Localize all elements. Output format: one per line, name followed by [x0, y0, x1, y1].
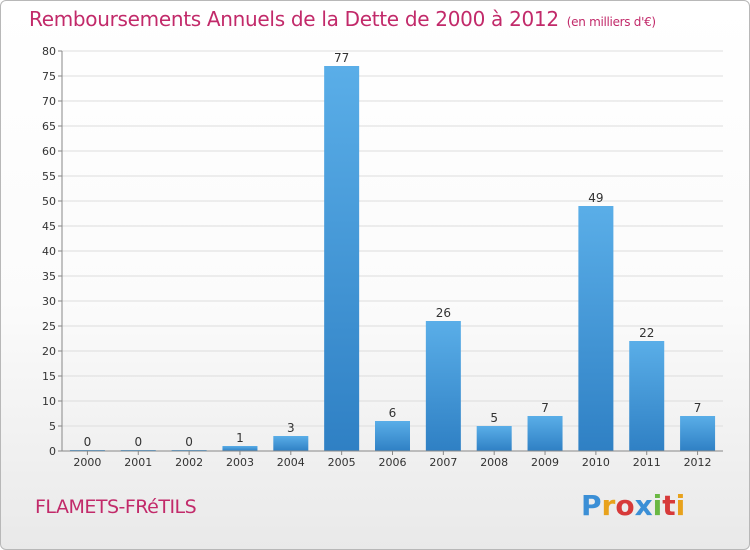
y-tick-label: 15: [42, 370, 56, 383]
proxiti-logo: Proxiti: [581, 489, 685, 522]
logo-letter: o: [615, 489, 635, 522]
bar: [222, 446, 258, 451]
data-label: 0: [134, 435, 142, 449]
bar: [375, 421, 410, 451]
y-tick-label: 35: [42, 270, 56, 283]
data-label: 49: [588, 191, 603, 205]
y-tick-label: 65: [42, 120, 56, 133]
bars: [69, 66, 716, 451]
title-unit: (en milliers d'€): [566, 15, 656, 29]
y-tick-label: 25: [42, 320, 56, 333]
data-label: 5: [490, 411, 498, 425]
grid-lines: [62, 50, 723, 427]
x-tick-label: 2003: [226, 456, 254, 469]
logo-letter: P: [581, 489, 602, 522]
y-tick-label: 5: [49, 420, 56, 433]
data-label: 7: [694, 401, 702, 415]
axes: [58, 50, 723, 455]
bar: [629, 341, 665, 451]
data-label: 7: [541, 401, 549, 415]
y-tick-label: 70: [42, 95, 56, 108]
logo-letter: t: [662, 489, 676, 522]
y-tick-label: 60: [42, 145, 56, 158]
data-label: 0: [84, 435, 92, 449]
y-tick-label: 55: [42, 170, 56, 183]
bar: [273, 436, 309, 451]
labels: 0510152025303540455055606570758002000020…: [42, 45, 712, 469]
bar: [578, 206, 614, 451]
commune-name: FLAMETS-FRéTILS: [35, 496, 197, 518]
y-tick-label: 30: [42, 295, 56, 308]
x-tick-label: 2001: [124, 456, 152, 469]
x-tick-label: 2008: [480, 456, 508, 469]
logo-letter: x: [634, 489, 653, 522]
data-label: 3: [287, 421, 295, 435]
chart-title: Remboursements Annuels de la Dette de 20…: [29, 7, 656, 31]
data-label: 0: [185, 435, 193, 449]
bar: [425, 321, 461, 451]
x-tick-label: 2012: [684, 456, 712, 469]
y-tick-label: 0: [49, 445, 56, 458]
y-tick-label: 50: [42, 195, 56, 208]
y-tick-label: 75: [42, 70, 56, 83]
logo-letter: i: [652, 489, 663, 522]
data-label: 77: [334, 51, 349, 65]
x-tick-label: 2011: [633, 456, 661, 469]
x-tick-label: 2005: [328, 456, 356, 469]
x-tick-label: 2006: [379, 456, 407, 469]
bar: [527, 416, 563, 451]
bar: [476, 426, 512, 451]
x-tick-label: 2000: [73, 456, 101, 469]
x-tick-label: 2010: [582, 456, 610, 469]
bar: [680, 416, 716, 451]
x-tick-label: 2009: [531, 456, 559, 469]
y-tick-label: 20: [42, 345, 56, 358]
data-label: 1: [236, 431, 244, 445]
y-tick-label: 45: [42, 220, 56, 233]
bar-chart: 0510152025303540455055606570758002000020…: [42, 45, 723, 469]
x-tick-label: 2004: [277, 456, 305, 469]
bar: [324, 66, 360, 451]
y-tick-label: 40: [42, 245, 56, 258]
logo-letter: r: [601, 489, 616, 522]
data-label: 26: [436, 306, 451, 320]
data-label: 6: [389, 406, 397, 420]
title-text: Remboursements Annuels de la Dette de 20…: [29, 7, 559, 31]
x-tick-label: 2007: [429, 456, 457, 469]
data-label: 22: [639, 326, 654, 340]
y-tick-label: 80: [42, 45, 56, 58]
logo-letter: i: [675, 489, 686, 522]
x-tick-label: 2002: [175, 456, 203, 469]
y-tick-label: 10: [42, 395, 56, 408]
